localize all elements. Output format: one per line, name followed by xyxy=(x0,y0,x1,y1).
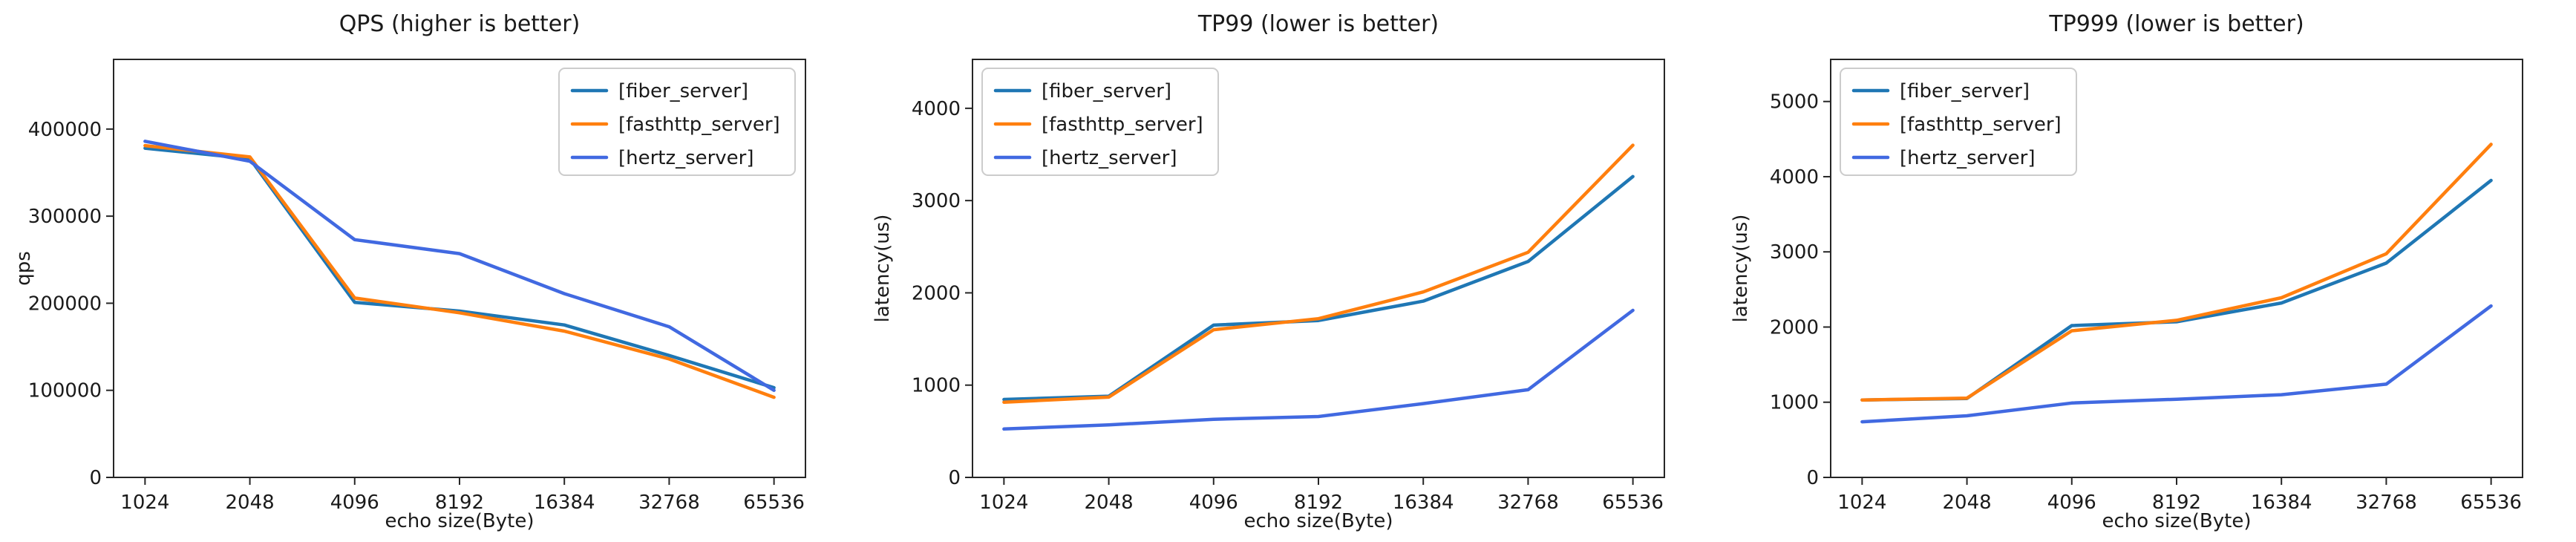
x-axis-label: echo size(Byte) xyxy=(2102,510,2252,532)
x-tick-label: 16384 xyxy=(534,492,595,514)
x-tick-label: 4096 xyxy=(1189,492,1238,514)
chart-title: TP999 (lower is better) xyxy=(2049,11,2304,37)
series-line-fasthttp_server xyxy=(143,143,776,399)
chart-title: QPS (higher is better) xyxy=(339,11,581,37)
series-line-fiber_server xyxy=(1860,178,2494,402)
x-tick-label: 1024 xyxy=(120,492,169,514)
x-tick-label: 16384 xyxy=(1393,492,1454,514)
x-tick-label: 8192 xyxy=(1294,492,1343,514)
x-axis-label: echo size(Byte) xyxy=(1243,510,1393,532)
y-tick-label: 0 xyxy=(1807,467,1820,489)
x-tick-label: 1024 xyxy=(979,492,1028,514)
y-axis-label: latency(us) xyxy=(1730,215,1752,323)
y-axis-label: qps xyxy=(13,251,35,286)
y-tick-label: 5000 xyxy=(1770,91,1819,114)
legend-box xyxy=(981,68,1219,177)
legend: [fiber_server] [fasthttp_server] [hertz_se… xyxy=(1840,68,2078,177)
x-tick-label: 32768 xyxy=(638,492,700,514)
x-tick-label: 1024 xyxy=(1838,492,1887,514)
legend-entry-label: [fasthttp_server] xyxy=(618,114,780,136)
series-line-fiber_server xyxy=(143,146,776,390)
chart-title: TP99 (lower is better) xyxy=(1197,11,1439,37)
series-line-fasthttp_server xyxy=(1860,143,2494,402)
legend: [fiber_server] [fasthttp_server] [hertz_se… xyxy=(558,68,796,177)
legend-entry-label: [fiber_server] xyxy=(1900,80,2030,102)
y-axis-label: latency(us) xyxy=(872,215,894,323)
y-tick-label: 0 xyxy=(89,467,102,489)
legend-box xyxy=(558,68,796,177)
y-tick-label: 2000 xyxy=(1770,316,1819,339)
y-tick-label: 100000 xyxy=(28,380,102,402)
series-line-hertz_server xyxy=(1001,308,1635,431)
legend-entry-label: [fiber_server] xyxy=(1042,80,1171,102)
legend: [fiber_server] [fasthttp_server] [hertz_se… xyxy=(981,68,1219,177)
legend-box xyxy=(1840,68,2078,177)
x-tick-label: 65536 xyxy=(2461,492,2523,514)
legend-entry-label: [hertz_server] xyxy=(1042,147,1177,169)
x-tick-label: 2048 xyxy=(226,492,275,514)
series-line-fasthttp_server xyxy=(1001,143,1635,404)
y-tick-label: 1000 xyxy=(1770,392,1819,414)
series-line-fiber_server xyxy=(1001,174,1635,402)
chart-qps: 0 100000 200000 300000 400000 1024 2048 4096 819… xyxy=(13,11,806,532)
chart-tp999: 0 1000 2000 3000 4000 5000 1024 2048 4096 8192 163… xyxy=(1730,11,2524,532)
legend-entry-label: [fiber_server] xyxy=(618,80,748,102)
x-tick-label: 8192 xyxy=(435,492,484,514)
y-tick-label: 400000 xyxy=(28,119,102,141)
y-tick-label: 3000 xyxy=(1770,241,1819,264)
x-tick-label: 2048 xyxy=(1084,492,1133,514)
chart-tp99: 0 1000 2000 3000 4000 1024 2048 4096 8192 16384 32… xyxy=(872,11,1665,532)
series-line-hertz_server xyxy=(1860,304,2494,424)
y-tick-label: 2000 xyxy=(912,282,961,304)
y-tick-label: 4000 xyxy=(912,98,961,120)
x-tick-label: 16384 xyxy=(2251,492,2312,514)
y-tick-label: 0 xyxy=(948,467,961,489)
y-tick-label: 1000 xyxy=(912,375,961,397)
x-tick-label: 4096 xyxy=(2047,492,2096,514)
y-tick-label: 300000 xyxy=(28,206,102,228)
y-tick-label: 4000 xyxy=(1770,166,1819,189)
legend-entry-label: [hertz_server] xyxy=(1900,147,2036,169)
x-tick-label: 32768 xyxy=(1497,492,1559,514)
x-axis-label: echo size(Byte) xyxy=(385,510,535,532)
x-tick-label: 65536 xyxy=(743,492,805,514)
x-tick-label: 8192 xyxy=(2152,492,2201,514)
y-tick-label: 3000 xyxy=(912,190,961,212)
legend-entry-label: [fasthttp_server] xyxy=(1900,114,2062,136)
series-line-hertz_server xyxy=(143,140,776,392)
legend-entry-label: [fasthttp_server] xyxy=(1042,114,1203,136)
x-tick-label: 2048 xyxy=(1943,492,1992,514)
legend-entry-label: [hertz_server] xyxy=(618,147,754,169)
x-tick-label: 4096 xyxy=(330,492,379,514)
x-tick-label: 65536 xyxy=(1602,492,1664,514)
x-tick-label: 32768 xyxy=(2356,492,2417,514)
y-tick-label: 200000 xyxy=(28,293,102,315)
